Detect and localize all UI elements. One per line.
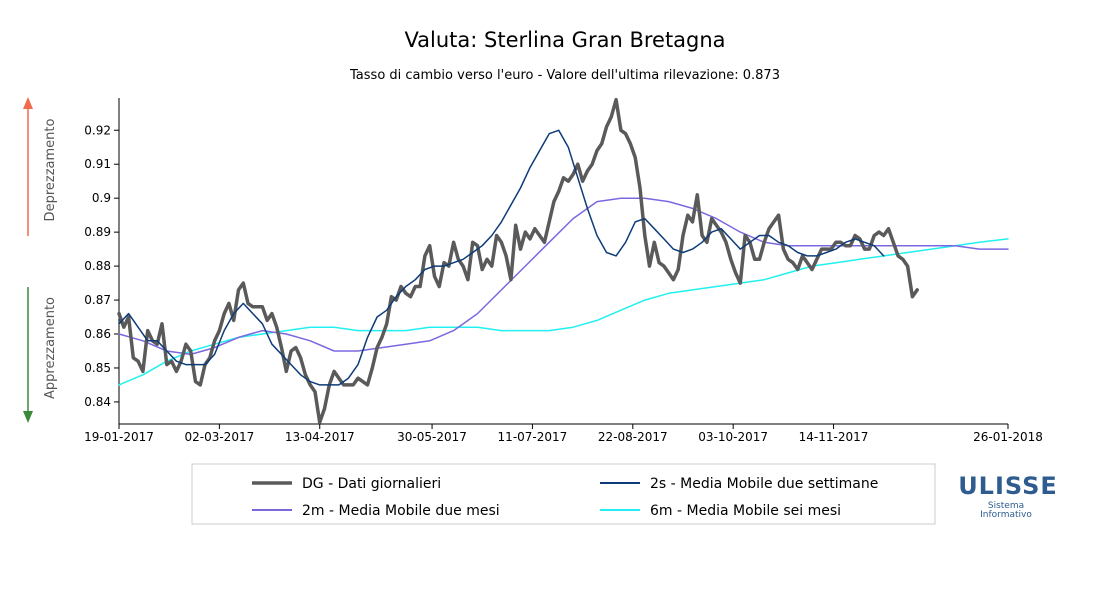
legend: DG - Dati giornalieri 2s - Media Mobile … — [191, 463, 936, 525]
x-tick-label: 02-03-2017 — [184, 430, 254, 444]
x-tick-label: 03-10-2017 — [698, 430, 768, 444]
legend-label-dg: DG - Dati giornalieri — [302, 476, 441, 492]
legend-box — [191, 463, 936, 525]
appreciation-label: Apprezzamento — [43, 297, 58, 399]
y-tick-label: 0.84 — [84, 395, 111, 409]
x-tick-label: 11-07-2017 — [498, 430, 568, 444]
logo-subtitle-1: Sistema — [988, 501, 1024, 511]
y-tick-label: 0.85 — [84, 361, 111, 375]
series-line-dg — [117, 97, 919, 425]
series-line-6m — [118, 238, 1009, 386]
legend-label-2m: 2m - Media Mobile due mesi — [302, 503, 500, 519]
chart-title: Valuta: Sterlina Gran Bretagna — [404, 28, 725, 52]
y-tick-label: 0.87 — [84, 293, 111, 307]
ulisse-logo: ULISSE Sistema Informativo — [958, 472, 1058, 520]
y-tick-label: 0.86 — [84, 327, 111, 341]
logo-wordmark: ULISSE — [958, 472, 1058, 500]
y-tick-label: 0.92 — [84, 123, 111, 137]
x-tick-label: 26-01-2018 — [973, 430, 1043, 444]
y-tick-label: 0.88 — [84, 259, 111, 273]
x-tick-label: 19-01-2017 — [84, 430, 154, 444]
y-tick-label: 0.9 — [92, 191, 111, 205]
series-line-2m — [118, 197, 1009, 356]
series-line-2s — [118, 129, 885, 386]
legend-label-2s: 2s - Media Mobile due settimane — [650, 476, 878, 492]
legend-label-6m: 6m - Media Mobile sei mesi — [650, 503, 841, 519]
depreciation-label: Deprezzamento — [43, 119, 58, 222]
appreciation-arrow — [23, 287, 33, 423]
x-tick-label: 22-08-2017 — [598, 430, 668, 444]
y-tick-label: 0.89 — [84, 225, 111, 239]
logo-subtitle-2: Informativo — [980, 510, 1032, 520]
x-tick-label: 30-05-2017 — [397, 430, 467, 444]
x-tick-label: 13-04-2017 — [285, 430, 355, 444]
chart-subtitle: Tasso di cambio verso l'euro - Valore de… — [349, 68, 780, 83]
x-tick-label: 14-11-2017 — [799, 430, 869, 444]
plot-area: 0.84 0.85 0.86 0.87 0.88 0.89 0.9 0.91 0.92 19-01… — [84, 97, 1043, 444]
y-tick-label: 0.91 — [84, 157, 111, 171]
depreciation-arrow — [23, 97, 33, 236]
